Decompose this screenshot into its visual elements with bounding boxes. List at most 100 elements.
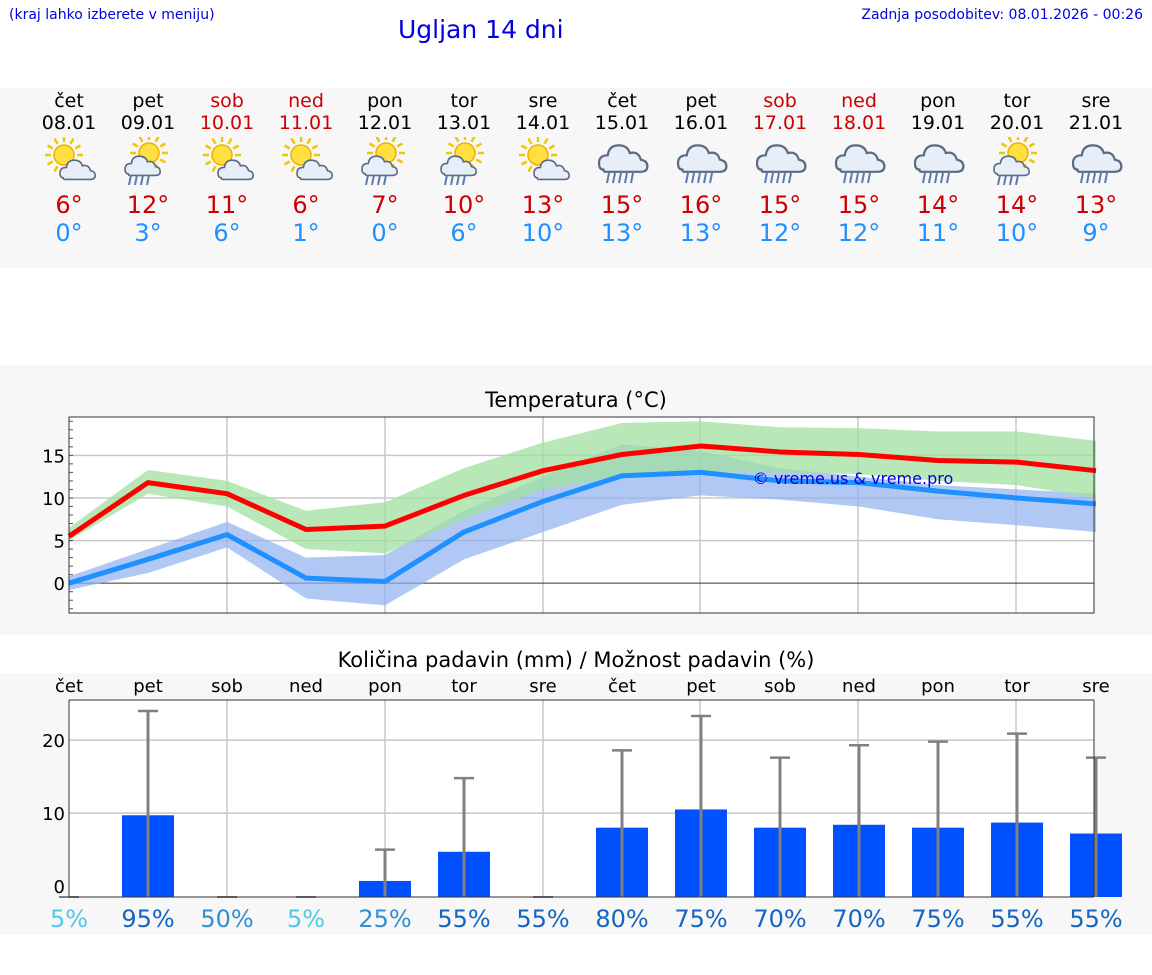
x-category-label: pet <box>133 676 163 697</box>
day-name: ned <box>841 90 877 112</box>
forecast-day: ned 11.01 6° 1° <box>267 88 345 247</box>
precipitation-probability: 25% <box>358 905 411 933</box>
precipitation-probability: 55% <box>437 905 490 933</box>
day-date: 11.01 <box>278 112 334 134</box>
day-date: 13.01 <box>436 112 492 134</box>
day-date: 21.01 <box>1068 112 1124 134</box>
sun-rain-icon <box>361 137 405 185</box>
y-tick-label: 20 <box>42 731 65 752</box>
y-tick-label: 10 <box>42 804 65 825</box>
min-temperature: 11° <box>916 219 960 247</box>
forecast-day: pet 16.01 16° 13° <box>662 88 740 247</box>
x-category-label: čet <box>608 676 636 697</box>
day-name: sob <box>210 90 244 112</box>
x-category-label: pet <box>686 676 716 697</box>
forecast-day: tor 20.01 14° 10° <box>978 88 1056 247</box>
max-temperature: 15° <box>600 191 644 219</box>
forecast-band <box>0 88 1152 268</box>
min-temperature: 6° <box>213 219 241 247</box>
max-temperature: 7° <box>371 191 399 219</box>
min-temperature: 13° <box>600 219 644 247</box>
x-category-label: pon <box>921 676 955 697</box>
day-name: čet <box>54 90 84 112</box>
plot-frame <box>68 416 1095 614</box>
day-name: pet <box>132 90 164 112</box>
sun-cloud-icon <box>282 137 334 181</box>
day-date: 10.01 <box>199 112 255 134</box>
precipitation-probability: 55% <box>1069 905 1122 933</box>
page-title: Ugljan 14 dni <box>398 15 564 44</box>
day-date: 15.01 <box>594 112 650 134</box>
precipitation-probability: 5% <box>50 905 88 933</box>
min-temperature: 1° <box>292 219 320 247</box>
sun-cloud-icon <box>45 137 97 181</box>
precipitation-probability: 80% <box>595 905 648 933</box>
rain-cloud-icon <box>676 144 728 184</box>
day-date: 17.01 <box>752 112 808 134</box>
forecast-day: pon 19.01 14° 11° <box>899 88 977 247</box>
max-temperature: 6° <box>292 191 320 219</box>
day-date: 09.01 <box>120 112 176 134</box>
max-temperature: 16° <box>679 191 723 219</box>
watermark: © vreme.us & vreme.pro <box>753 469 954 488</box>
min-temperature: 9° <box>1082 219 1110 247</box>
sun-rain-icon <box>993 137 1037 185</box>
last-update: Zadnja posodobitev: 08.01.2026 - 00:26 <box>861 7 1143 23</box>
day-name: sre <box>1081 90 1111 112</box>
day-name: ned <box>288 90 324 112</box>
forecast-day: sre 14.01 13° 10° <box>504 88 582 247</box>
rain-cloud-icon <box>1071 144 1123 184</box>
precipitation-probability: 95% <box>121 905 174 933</box>
day-name: pet <box>685 90 717 112</box>
x-category-label: pon <box>368 676 402 697</box>
min-temperature: 13° <box>679 219 723 247</box>
day-date: 12.01 <box>357 112 413 134</box>
day-date: 20.01 <box>989 112 1045 134</box>
y-tick-label: 0 <box>54 877 65 898</box>
x-category-label: čet <box>55 676 83 697</box>
max-temperature-line <box>67 443 1097 539</box>
max-temperature: 15° <box>837 191 881 219</box>
min-temperature: 12° <box>837 219 881 247</box>
y-tick-label: 5 <box>54 532 65 553</box>
precipitation-probability: 55% <box>990 905 1043 933</box>
precipitation-probability: 75% <box>674 905 727 933</box>
precipitation-probability: 75% <box>911 905 964 933</box>
max-temperature: 14° <box>916 191 960 219</box>
x-category-label: sre <box>529 676 556 697</box>
x-category-label: sre <box>1082 676 1109 697</box>
sun-rain-icon <box>440 137 484 185</box>
x-category-label: ned <box>289 676 323 697</box>
forecast-day: sre 21.01 13° 9° <box>1057 88 1135 247</box>
x-category-label: tor <box>451 676 477 697</box>
day-date: 14.01 <box>515 112 571 134</box>
max-temperature: 6° <box>55 191 83 219</box>
forecast-day: pet 09.01 12° 3° <box>109 88 187 247</box>
y-tick-label: 0 <box>54 574 65 595</box>
precipitation-chart: čet pet sob ned pon tor sre čet pet sob ned pon tor s… <box>42 676 1123 933</box>
min-temperature: 0° <box>371 219 399 247</box>
min-temperature: 0° <box>55 219 83 247</box>
y-tick-label: 15 <box>42 446 65 467</box>
day-name: tor <box>1003 90 1031 112</box>
location-hint: (kraj lahko izberete v meniju) <box>9 7 215 23</box>
day-name: sob <box>763 90 797 112</box>
precipitation-probability: 55% <box>516 905 569 933</box>
day-name: pon <box>367 90 403 112</box>
max-temperature: 12° <box>126 191 170 219</box>
precipitation-chart-title: Količina padavin (mm) / Možnost padavin … <box>337 648 815 672</box>
day-name: tor <box>450 90 478 112</box>
forecast-day: tor 13.01 10° 6° <box>425 88 503 247</box>
day-date: 16.01 <box>673 112 729 134</box>
min-temperature: 10° <box>995 219 1039 247</box>
precipitation-probability: 70% <box>753 905 806 933</box>
forecast-day: pon 12.01 7° 0° <box>346 88 424 247</box>
min-temperature-line <box>68 469 1097 586</box>
max-temperature: 13° <box>521 191 565 219</box>
forecast-day: sob 10.01 11° 6° <box>188 88 266 247</box>
x-category-label: ned <box>842 676 876 697</box>
max-temperature: 13° <box>1074 191 1118 219</box>
sun-cloud-icon <box>519 137 571 181</box>
forecast-day: ned 18.01 15° 12° <box>820 88 898 247</box>
rain-cloud-icon <box>755 144 807 184</box>
